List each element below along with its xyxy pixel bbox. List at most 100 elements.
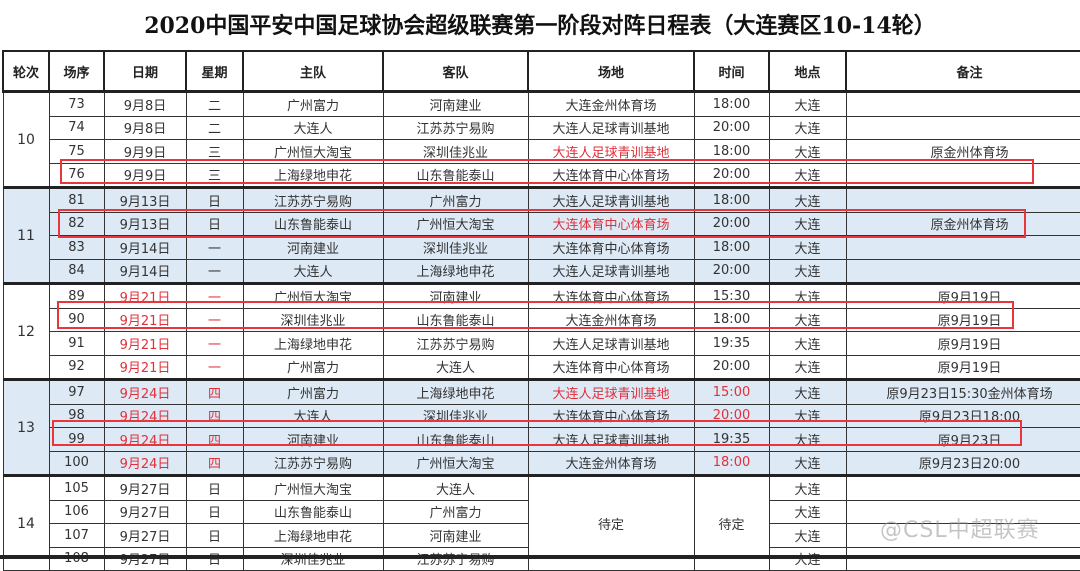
column-header: 主队 — [242, 50, 384, 93]
match-number-cell: 99 — [48, 427, 105, 452]
note-cell — [845, 258, 1080, 284]
time-cell: 20:00 — [693, 258, 770, 284]
home-team-cell: 上海绿地申花 — [242, 162, 384, 188]
home-team-cell: 广州恒大淘宝 — [242, 282, 384, 309]
note-cell: 原9月19日 — [845, 282, 1080, 309]
match-number-cell: 83 — [48, 235, 105, 260]
home-team-cell: 广州富力 — [242, 90, 384, 117]
away-team-cell: 山东鲁能泰山 — [382, 427, 529, 452]
table-row: 11 81 9月13日日江苏苏宁易购 广州富力 大连人足球青训基地 18:00 大连 — [2, 186, 1080, 284]
time-cell: 20:00 — [693, 403, 770, 428]
date-cell: 9月13日 — [103, 211, 187, 236]
home-team-cell: 山东鲁能泰山 — [242, 499, 384, 524]
city-cell: 大连 — [768, 307, 847, 332]
match-number-cell: 82 — [48, 211, 105, 236]
away-team-cell: 广州富力 — [382, 499, 529, 524]
weekday-cell: 一 — [185, 331, 244, 356]
city-cell: 大连 — [768, 331, 847, 356]
table-row: 91 9月21日一上海绿地申花 江苏苏宁易购 大连人足球青训基地 19:35 大连 原9月1… — [3, 331, 1080, 356]
away-team-cell: 广州富力 — [382, 186, 529, 213]
city-cell: 大连 — [768, 139, 847, 164]
weekday-cell: 日 — [185, 499, 244, 524]
note-cell — [845, 186, 1080, 213]
weekday-cell: 二 — [185, 90, 244, 117]
column-header: 轮次 — [2, 50, 50, 93]
weekday-cell: 一 — [185, 258, 244, 284]
time-cell: 15:30 — [693, 282, 770, 309]
match-number-cell: 97 — [48, 378, 105, 405]
away-team-cell: 河南建业 — [382, 282, 529, 309]
column-header: 场地 — [527, 50, 695, 93]
weekday-cell: 一 — [185, 354, 244, 380]
page-title: 2020中国平安中国足球协会超级联赛第一阶段对阵日程表（大连赛区10-14轮） — [144, 13, 936, 39]
weekday-cell: 四 — [185, 403, 244, 428]
venue-cell: 大连人足球青训基地 — [527, 331, 695, 356]
away-team-cell: 山东鲁能泰山 — [382, 307, 529, 332]
home-team-cell: 大连人 — [242, 258, 384, 284]
weekday-cell: 日 — [185, 474, 244, 501]
date-cell: 9月27日 — [103, 499, 187, 524]
city-cell: 大连 — [768, 427, 847, 452]
header-row: 轮次 场序 日期 星期 主队 客队 场地 时间 地点 备注 — [2, 50, 1080, 93]
match-number-cell: 107 — [48, 523, 105, 548]
home-team-cell: 深圳佳兆业 — [242, 307, 384, 332]
away-team-cell: 河南建业 — [382, 90, 529, 117]
city-cell: 大连 — [768, 474, 847, 501]
time-cell: 18:00 — [693, 307, 770, 332]
date-cell: 9月24日 — [103, 450, 187, 476]
match-number-cell: 106 — [48, 499, 105, 524]
weekday-cell: 日 — [185, 211, 244, 236]
note-cell: 原金州体育场 — [845, 139, 1080, 164]
date-cell: 9月14日 — [103, 235, 187, 260]
table-row: 12 89 9月21日一广州恒大淘宝 河南建业 大连体育中心体育场 15:30 大连 原9月1… — [2, 282, 1080, 380]
bottom-bar — [0, 555, 1080, 559]
table-row: 100 9月24日四江苏苏宁易购 广州恒大淘宝 大连金州体育场 18:00 大连 原9月23… — [3, 450, 1080, 476]
round-cell: 10 — [2, 90, 50, 188]
city-cell: 大连 — [768, 162, 847, 188]
city-cell: 大连 — [768, 186, 847, 213]
match-number-cell: 73 — [48, 90, 105, 117]
time-cell: 18:00 — [693, 90, 770, 117]
home-team-cell: 上海绿地申花 — [242, 523, 384, 548]
match-number-cell: 98 — [48, 403, 105, 428]
home-team-cell: 广州富力 — [242, 354, 384, 380]
watermark: @CSL中超联赛 — [880, 518, 1040, 543]
home-team-cell: 广州恒大淘宝 — [242, 139, 384, 164]
date-cell: 9月9日 — [103, 139, 187, 164]
away-team-cell: 深圳佳兆业 — [382, 235, 529, 260]
city-cell: 大连 — [768, 282, 847, 309]
away-team-cell: 大连人 — [382, 474, 529, 501]
date-cell: 9月8日 — [103, 115, 187, 140]
date-cell: 9月24日 — [103, 378, 187, 405]
table-row: 83 9月14日一河南建业 深圳佳兆业 大连体育中心体育场 18:00 大连 — [3, 235, 1080, 260]
table-row: 82 9月13日日山东鲁能泰山 广州恒大淘宝 大连体育中心体育场 20:00 大连 原金州体… — [3, 211, 1080, 236]
away-team-cell: 江苏苏宁易购 — [382, 115, 529, 140]
note-cell: 原9月19日 — [845, 354, 1080, 380]
weekday-cell: 三 — [185, 162, 244, 188]
city-cell: 大连 — [768, 499, 847, 524]
note-cell — [845, 235, 1080, 260]
date-cell: 9月21日 — [103, 331, 187, 356]
note-cell: 原9月19日 — [845, 307, 1080, 332]
match-number-cell: 89 — [48, 282, 105, 309]
away-team-cell: 上海绿地申花 — [382, 258, 529, 284]
away-team-cell: 河南建业 — [382, 523, 529, 548]
venue-cell: 大连体育中心体育场 — [527, 282, 695, 309]
away-team-cell: 广州恒大淘宝 — [382, 211, 529, 236]
city-cell: 大连 — [768, 354, 847, 380]
venue-cell: 大连金州体育场 — [527, 450, 695, 476]
note-cell — [845, 90, 1080, 117]
home-team-cell: 河南建业 — [242, 235, 384, 260]
weekday-cell: 四 — [185, 378, 244, 405]
round-cell: 14 — [2, 474, 50, 571]
table-row: 90 9月21日一深圳佳兆业 山东鲁能泰山 大连金州体育场 18:00 大连 原9月19日 — [3, 307, 1080, 332]
match-number-cell: 92 — [48, 354, 105, 380]
home-team-cell: 广州富力 — [242, 378, 384, 405]
home-team-cell: 江苏苏宁易购 — [242, 186, 384, 213]
time-cell: 20:00 — [693, 211, 770, 236]
match-number-cell: 75 — [48, 139, 105, 164]
away-team-cell: 大连人 — [382, 354, 529, 380]
match-number-cell: 90 — [48, 307, 105, 332]
note-cell: 原9月23日 — [845, 427, 1080, 452]
city-cell: 大连 — [768, 450, 847, 476]
